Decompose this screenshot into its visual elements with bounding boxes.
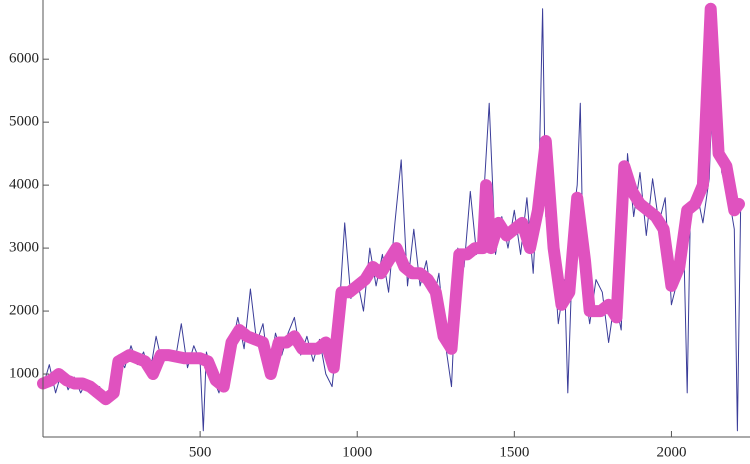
y-tick-label: 3000 [9, 240, 39, 256]
x-tick-label: 1000 [342, 444, 372, 460]
y-tick-label: 4000 [9, 177, 39, 193]
y-tick-label: 1000 [9, 365, 39, 381]
x-tick-label: 500 [189, 444, 212, 460]
y-tick-label: 5000 [9, 114, 39, 130]
y-tick-label: 2000 [9, 303, 39, 319]
x-tick-label: 1500 [499, 444, 529, 460]
x-tick-label: 2000 [656, 444, 686, 460]
data-line [37, 2, 745, 406]
y-tick-label: 6000 [9, 51, 39, 67]
